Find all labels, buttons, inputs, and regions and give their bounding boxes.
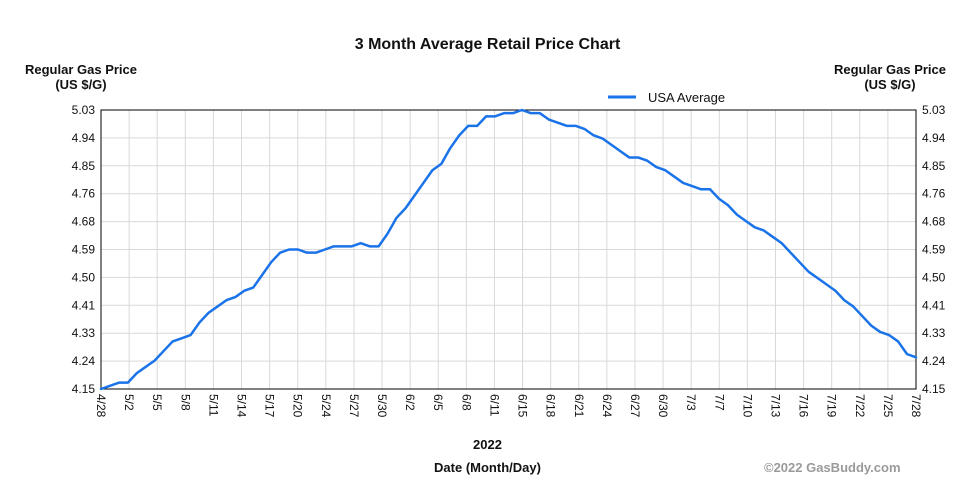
x-tick-label: 6/15 (516, 394, 530, 418)
axes (100, 109, 917, 390)
x-tick-label: 5/14 (235, 394, 249, 418)
plot-border (100, 109, 917, 390)
y-tick-label-left: 4.50 (72, 270, 96, 284)
y-tick-label-right: 4.59 (922, 243, 946, 257)
y-tick-label-right: 4.85 (922, 159, 946, 173)
x-tick-label: 5/11 (206, 394, 220, 417)
x-tick-label: 5/30 (375, 394, 389, 418)
x-tick-label: 5/27 (347, 394, 361, 418)
y-tick-label-left: 4.85 (72, 159, 96, 173)
x-tick-label: 7/25 (881, 394, 895, 418)
y-tick-label-right: 4.76 (922, 187, 946, 201)
y-tick-label-left: 4.68 (72, 215, 96, 229)
x-tick-label: 7/13 (768, 394, 782, 418)
x-tick-label: 7/10 (740, 394, 754, 418)
legend: USA Average (608, 90, 725, 105)
x-tick-label: 6/27 (628, 394, 642, 418)
x-tick-label: 5/5 (150, 394, 164, 411)
x-tick-label: 6/2 (403, 394, 417, 411)
x-tick-label: 6/24 (600, 394, 614, 418)
x-tick-label: 6/11 (487, 394, 501, 417)
y-tick-label-right: 4.68 (922, 215, 946, 229)
y-tick-label-left: 4.15 (72, 382, 96, 396)
y-axis-label-left: Regular Gas Price (US $/G) (25, 62, 137, 92)
y-tick-label-right: 4.33 (922, 326, 946, 340)
x-tick-label: 5/2 (122, 394, 136, 411)
y-tick-label-left: 4.59 (72, 243, 96, 257)
x-tick-label: 6/5 (431, 394, 445, 411)
x-tick-label: 4/28 (94, 394, 108, 418)
chart-title: 3 Month Average Retail Price Chart (354, 36, 621, 53)
y-tick-label-right: 5.03 (922, 103, 946, 117)
y-tick-label-left: 4.33 (72, 326, 96, 340)
y-axis-label-right: Regular Gas Price (US $/G) (834, 62, 946, 92)
x-tick-label: 7/7 (712, 394, 726, 411)
x-tick-label: 7/22 (853, 394, 867, 418)
y-tick-label-left: 4.41 (72, 298, 96, 312)
y-tick-label-right: 4.41 (922, 298, 946, 312)
x-tick-label: 5/24 (319, 394, 333, 418)
x-tick-label: 7/3 (684, 394, 698, 411)
legend-label: USA Average (648, 90, 725, 105)
series-line-usa-average (99, 108, 918, 391)
x-tick-label: 7/28 (909, 394, 923, 418)
x-tick-label: 7/19 (825, 394, 839, 418)
y-tick-label-left: 4.24 (72, 354, 96, 368)
x-tick-label: 6/8 (459, 394, 473, 411)
x-tick-label: 5/20 (291, 394, 305, 418)
y-tick-label-left: 5.03 (72, 103, 96, 117)
x-tick-label: 6/21 (572, 394, 586, 418)
y-tick-label-right: 4.24 (922, 354, 946, 368)
grid (100, 109, 917, 390)
y-tick-label-left: 4.76 (72, 187, 96, 201)
x-tick-label: 6/30 (656, 394, 670, 418)
x-tick-label: 6/18 (544, 394, 558, 418)
y-tick-label-right: 4.94 (922, 131, 946, 145)
y-tick-label-right: 4.15 (922, 382, 946, 396)
x-tick-label: 5/8 (178, 394, 192, 411)
x-tick-label: 5/17 (263, 394, 277, 418)
series (99, 108, 918, 391)
tick-labels: 5.03 5.03 4.94 4.94 4.85 4.85 4.76 4.76 4.68 4.68… (72, 103, 946, 418)
x-axis-label: Date (Month/Day) (434, 460, 541, 475)
credit-text: ©2022 GasBuddy.com (764, 460, 901, 475)
y-tick-label-right: 4.50 (922, 270, 946, 284)
x-axis-year-label: 2022 (473, 437, 502, 452)
y-tick-label-left: 4.94 (72, 131, 96, 145)
x-tick-label: 7/16 (797, 394, 811, 418)
